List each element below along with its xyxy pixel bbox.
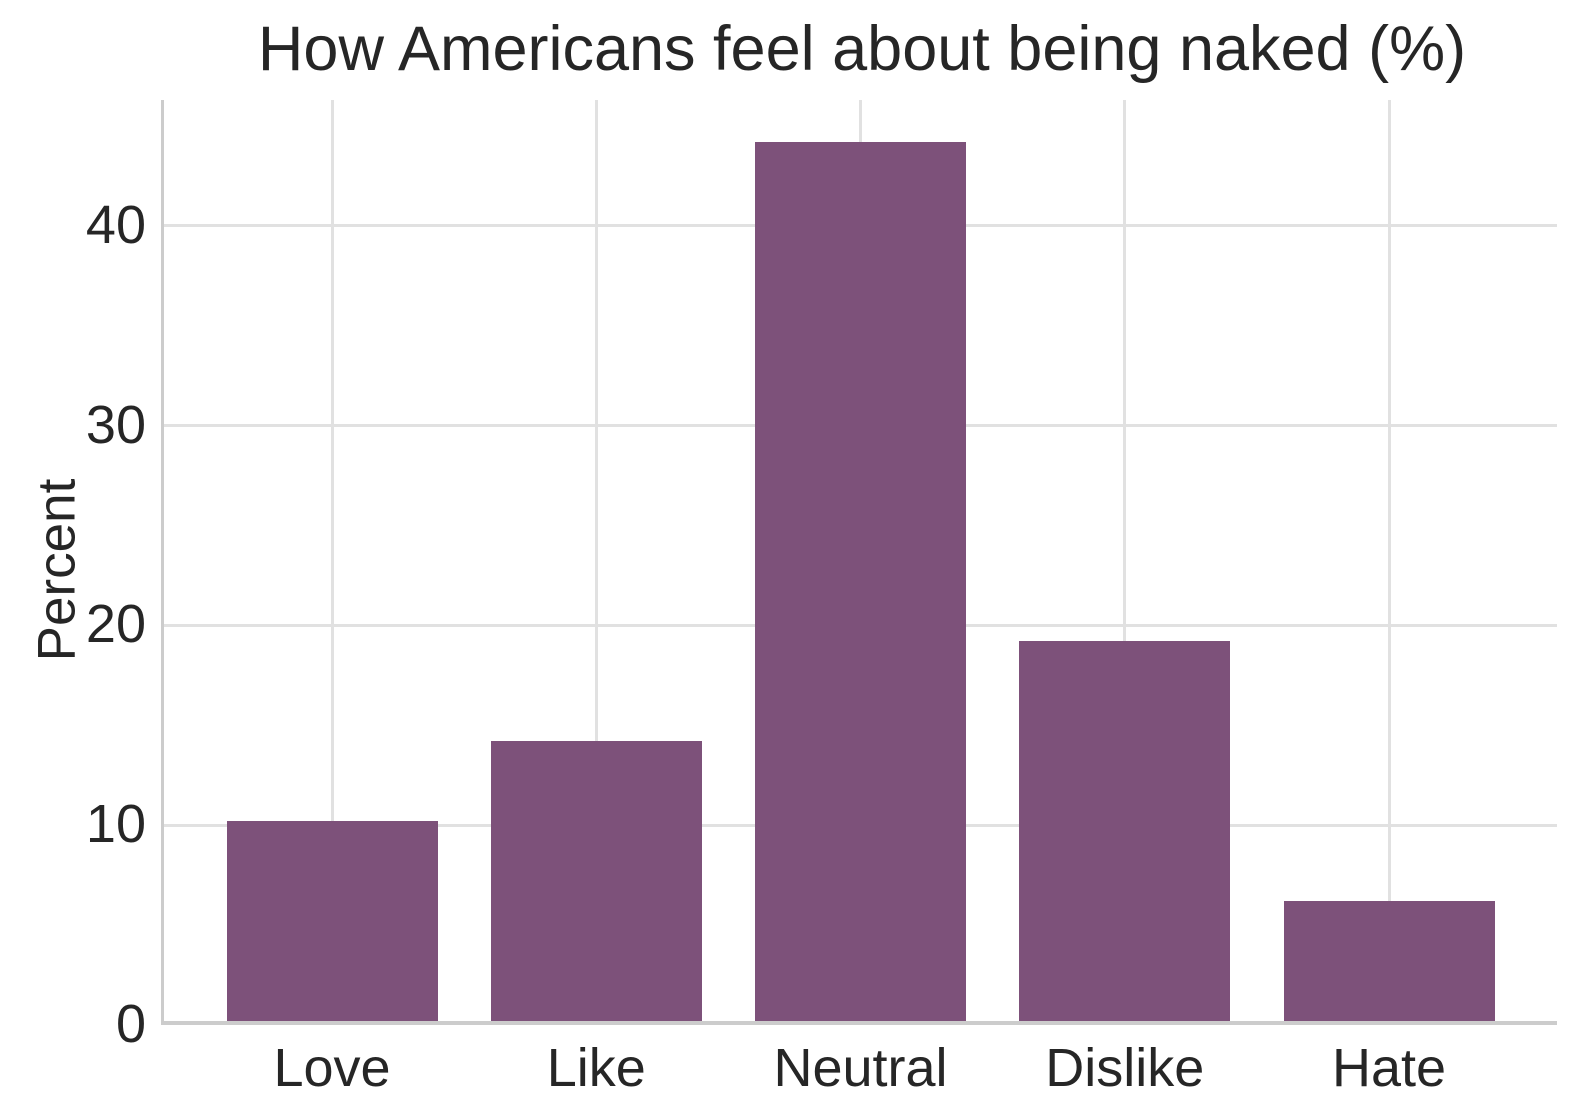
y-tick-label: 10 bbox=[85, 794, 146, 855]
bar-neutral bbox=[755, 141, 966, 1021]
y-tick-label: 40 bbox=[85, 194, 146, 255]
vertical-gridline bbox=[330, 100, 334, 1021]
x-tick-label-neutral: Neutral bbox=[773, 1038, 948, 1098]
y-tick-label: 0 bbox=[115, 993, 146, 1054]
vertical-gridline bbox=[594, 100, 598, 1021]
bar-hate bbox=[1283, 901, 1495, 1021]
y-tick-label: 30 bbox=[85, 394, 146, 455]
x-tick-label-love: Love bbox=[273, 1038, 391, 1098]
plot-area bbox=[161, 100, 1557, 1025]
x-tick-label-hate: Hate bbox=[1331, 1038, 1447, 1098]
chart-title: How Americans feel about being naked (%) bbox=[257, 14, 1467, 84]
bar-dislike bbox=[1019, 641, 1231, 1021]
y-tick-label: 20 bbox=[85, 594, 146, 655]
x-tick-label-dislike: Dislike bbox=[1045, 1038, 1205, 1098]
vertical-gridline bbox=[1387, 100, 1391, 1021]
vertical-gridline bbox=[1123, 100, 1127, 1021]
x-tick-label-like: Like bbox=[546, 1038, 646, 1098]
bar-like bbox=[490, 741, 702, 1021]
bar-love bbox=[226, 821, 438, 1021]
